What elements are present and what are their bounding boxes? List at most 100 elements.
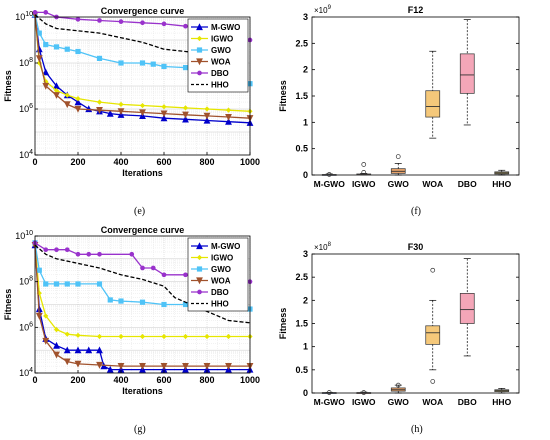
box-woa (425, 90, 441, 118)
series-point-dbo (97, 251, 102, 257)
box-woa (425, 325, 441, 345)
series-point-gwo (75, 281, 81, 287)
series-point-dbo (150, 265, 156, 271)
series-point-woa (160, 363, 168, 370)
caption-f: (f) (411, 206, 421, 217)
outlier-m-gwo (326, 390, 332, 395)
series-point-m-gwo (100, 362, 108, 370)
series-point-gwo (64, 281, 70, 287)
series-point-woa (42, 337, 50, 345)
series-line-woa (34, 14, 251, 119)
series-point-igwo (204, 106, 210, 112)
series-point-igwo (36, 60, 42, 66)
series-point-igwo (118, 333, 124, 340)
legend-box (187, 18, 249, 93)
x-tick-label: 1000 (240, 157, 260, 167)
y-tick-label: 108 (19, 57, 33, 68)
axes-box (311, 16, 520, 176)
caption-h: (h) (411, 424, 423, 435)
x-tick-label: GWO (388, 179, 410, 189)
series-point-dbo (140, 265, 145, 271)
legend-label-woa: WOA (211, 58, 231, 67)
y-tick-label: 106 (19, 103, 33, 114)
series-point-gwo (139, 299, 146, 305)
chart-title: Convergence curve (101, 225, 185, 235)
series-point-dbo (183, 272, 188, 278)
series-point-igwo (161, 104, 167, 110)
x-axis-label: Iterations (122, 168, 163, 178)
chart-e (31, 10, 254, 156)
legend-marker-dbo (197, 70, 202, 76)
series-point-dbo (161, 272, 167, 278)
series-point-gwo (53, 281, 60, 287)
series-point-gwo (75, 48, 81, 55)
legend-label-dbo: DBO (211, 288, 229, 297)
y-tick-label: 1 (303, 117, 308, 127)
legend-marker-woa (196, 277, 203, 285)
series-point-igwo (204, 333, 210, 340)
x-tick-label: 200 (70, 157, 85, 167)
legend-label-gwo: GWO (211, 265, 231, 274)
series-line-woa (34, 245, 250, 367)
x-tick-label: WOA (422, 179, 443, 189)
x-tick-label: IGWO (352, 179, 376, 189)
series-point-woa (74, 105, 82, 113)
x-tick-label: 0 (32, 375, 37, 385)
series-point-dbo (64, 247, 70, 253)
outlier-m-gwo (326, 172, 332, 177)
series-point-dbo (118, 19, 124, 24)
legend-label-woa: WOA (211, 277, 231, 286)
legend-marker-m-gwo (196, 23, 203, 31)
x-tick-label: 1000 (240, 375, 260, 385)
outlier-igwo (361, 390, 367, 395)
series-point-gwo (36, 267, 42, 273)
x-tick-label: WOA (422, 397, 443, 407)
legend-label-hho: HHO (211, 81, 229, 90)
box-dbo (459, 293, 475, 324)
box-dbo (459, 53, 475, 94)
caption-g: (g) (134, 424, 146, 435)
legend-marker-woa (196, 58, 203, 66)
series-point-dbo (43, 247, 49, 253)
x-tick-label: 600 (156, 375, 171, 385)
legend-marker-m-gwo (196, 242, 203, 250)
series-point-woa (117, 108, 125, 116)
outlier-igwo (361, 170, 367, 175)
series-point-m-gwo (106, 109, 114, 117)
series-point-gwo (96, 281, 103, 287)
legend-marker-gwo (196, 266, 203, 272)
series-point-m-gwo (96, 346, 103, 354)
y-tick-label: 104 (19, 367, 33, 378)
series-line-hho (34, 244, 251, 324)
caption-e: (e) (134, 206, 146, 217)
y-tick-label: 2 (303, 65, 308, 75)
series-point-igwo (139, 102, 146, 109)
series-point-woa (53, 92, 60, 99)
series-point-igwo (118, 101, 124, 107)
series-point-igwo (139, 333, 146, 340)
series-point-m-gwo (85, 346, 93, 354)
series-point-gwo (118, 298, 124, 304)
x-tick-label: DBO (458, 179, 477, 189)
series-point-gwo (43, 281, 49, 287)
outlier-igwo (361, 162, 367, 167)
outlier-gwo (395, 154, 401, 159)
series-point-igwo (225, 333, 232, 340)
series-point-dbo (86, 251, 92, 257)
series-point-m-gwo (74, 98, 82, 106)
series-point-m-gwo (63, 346, 71, 354)
axes-box (34, 235, 251, 374)
series-point-m-gwo (203, 116, 211, 124)
legend-label-m-gwo: M-GWO (211, 23, 240, 32)
legend-label-m-gwo: M-GWO (211, 242, 240, 251)
chart-h: ×108 (311, 242, 520, 395)
series-point-gwo (161, 301, 167, 308)
y-axis-label: Fitness (3, 70, 13, 102)
y-tick-label: 106 (19, 321, 33, 332)
chart-f: ×109 (311, 5, 520, 177)
series-point-dbo (140, 20, 145, 26)
y-tick-label: 104 (19, 149, 33, 160)
series-point-igwo (161, 333, 167, 340)
legend-label-igwo: IGWO (211, 35, 233, 44)
series-point-gwo (36, 30, 42, 36)
